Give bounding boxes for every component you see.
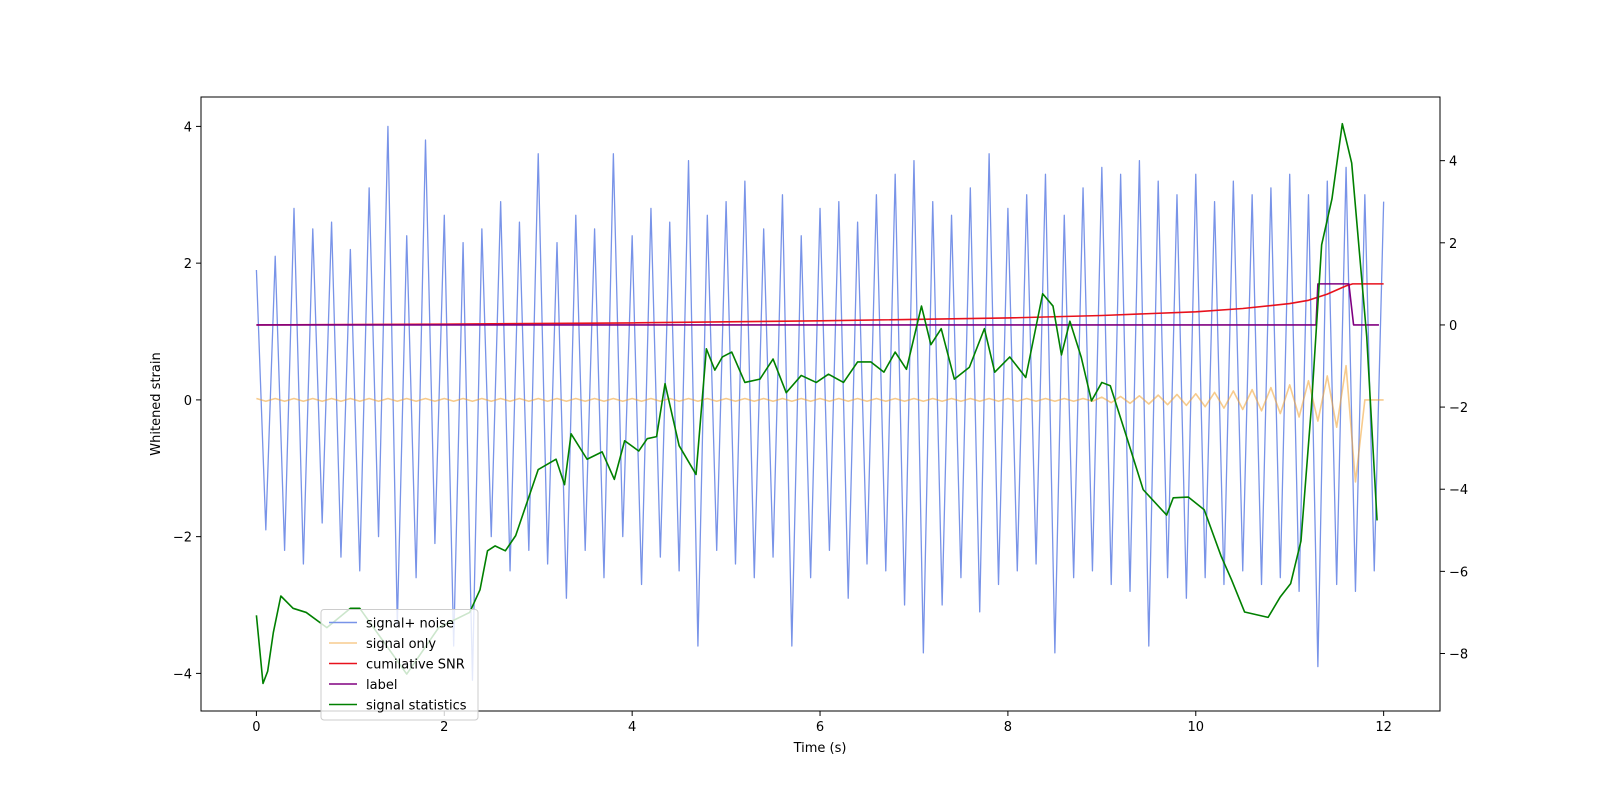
y-tick-label: −2 [173,531,192,546]
legend-box [320,609,479,721]
y2-tick-label: −4 [1449,483,1468,498]
series-line [256,283,1379,326]
y-tick-label: 2 [184,257,192,272]
x-tick-label: 6 [816,720,824,735]
legend-label: signal statistics [366,699,467,714]
series-line [256,283,1384,326]
y2-tick-label: −6 [1449,565,1468,580]
plot-area [255,122,1385,685]
y2-tick-label: −8 [1449,648,1468,663]
y2-tick-label: 2 [1449,237,1457,252]
y2-tick-label: −2 [1449,401,1468,416]
x-tick-label: 2 [440,720,448,735]
y-tick-label: −4 [173,667,192,682]
legend-label: signal only [366,637,436,652]
y2-tick-label: 4 [1449,155,1457,170]
x-tick-label: 8 [1004,720,1012,735]
x-tick-label: 10 [1187,720,1204,735]
legend-label: signal+ noise [366,617,454,632]
series-line [255,122,1378,685]
series-line [255,125,1385,681]
legend-label: cumilative SNR [366,658,465,673]
x-axis-label: Time (s) [793,741,847,756]
legend: signal+ noise signal only cumilative SNR la… [320,609,479,721]
axes: 0 2 4 6 8 10 12 −4 −2 0 2 4 −8 −6 −4 −2 0 2 4 [173,96,1468,735]
y-axis-label: Whitened strain [149,352,164,455]
y-tick-label: 0 [184,394,192,409]
series-line [256,364,1384,483]
y2-tick-label: 0 [1449,319,1457,334]
x-tick-label: 0 [252,720,260,735]
x-tick-label: 4 [628,720,636,735]
legend-label: label [366,678,397,693]
x-tick-label: 12 [1375,720,1392,735]
y-tick-label: 4 [184,120,192,135]
